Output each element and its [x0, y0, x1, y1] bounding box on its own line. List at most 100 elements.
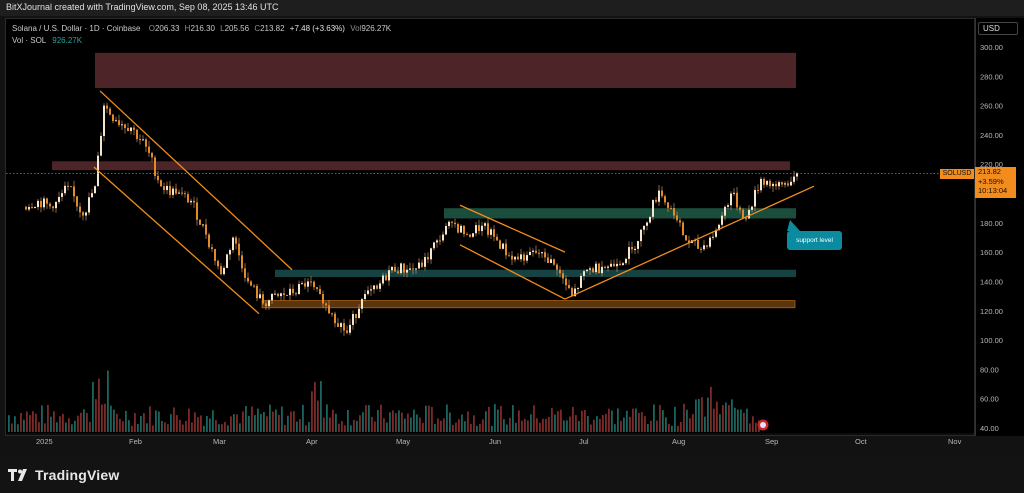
candle-body: [436, 240, 438, 243]
volume-bar: [161, 420, 163, 432]
candle-body: [514, 256, 516, 260]
volume-bar: [443, 418, 445, 432]
candle-body: [349, 324, 351, 333]
volume-bar: [467, 411, 469, 432]
volume-bar: [614, 424, 616, 432]
volume-bar: [449, 412, 451, 432]
bar-countdown: 10:13:04: [978, 186, 1008, 196]
candle-body: [673, 208, 675, 216]
currency-button[interactable]: USD: [978, 22, 1018, 35]
volume-bar: [53, 411, 55, 432]
candle-body: [550, 259, 552, 264]
candle-body: [253, 285, 255, 287]
candle-body: [607, 266, 609, 268]
volume-bar: [191, 422, 193, 432]
volume-bar: [260, 414, 262, 432]
candle-body: [631, 247, 633, 250]
candle-body: [235, 237, 237, 244]
candle-body: [214, 248, 216, 261]
candle-body: [580, 275, 582, 288]
volume-bar: [581, 410, 583, 432]
candle-body: [187, 194, 189, 203]
volume-bar: [482, 419, 484, 432]
candle-body: [469, 234, 471, 237]
candle-body: [199, 219, 201, 225]
volume-bar: [710, 386, 712, 432]
candle-body: [151, 152, 153, 158]
candle-body: [256, 285, 258, 299]
volume-bar: [755, 422, 757, 432]
candle-body: [388, 270, 390, 281]
volume-bar: [245, 406, 247, 432]
volume-bar: [644, 416, 646, 432]
candle-body: [160, 180, 162, 187]
volume-bar: [290, 411, 292, 432]
volume-bar: [188, 408, 190, 432]
volume-bar: [80, 412, 82, 432]
zone-band: [444, 208, 796, 219]
volume-value: 926.27K: [361, 24, 392, 33]
candle-body: [601, 266, 603, 274]
candle-body: [271, 293, 273, 301]
volume-bar: [707, 397, 709, 432]
candle-body: [325, 303, 327, 306]
candle-body: [196, 202, 198, 220]
candle-body: [589, 268, 591, 270]
candle-body: [343, 323, 345, 331]
candle-body: [319, 288, 321, 295]
candle-body: [553, 259, 555, 265]
zone-band: [261, 300, 796, 309]
volume-bar: [308, 421, 310, 432]
volume-bar: [557, 411, 559, 432]
candle-body: [304, 283, 306, 287]
volume-bar: [731, 399, 733, 432]
y-tick-label: 40.00: [980, 424, 999, 433]
candle-body: [217, 260, 219, 267]
candle-body: [61, 193, 63, 197]
volume-bar: [470, 423, 472, 432]
candle-body: [481, 225, 483, 232]
x-tick-label: Aug: [672, 437, 685, 446]
volume-bar: [365, 405, 367, 432]
candle-body: [748, 209, 750, 219]
volume-bar: [263, 412, 265, 432]
candle-body: [358, 308, 360, 319]
volume-bar: [491, 425, 493, 432]
candle-body: [229, 250, 231, 255]
candle-body: [157, 175, 159, 181]
candle-body: [145, 139, 147, 147]
candle-body: [25, 206, 27, 210]
candle-body: [415, 268, 417, 270]
candle-body: [127, 127, 129, 132]
volume-bar: [626, 410, 628, 432]
candle-body: [790, 181, 792, 186]
volume-bar: [59, 416, 61, 432]
candle-body: [310, 281, 312, 283]
volume-bar: [713, 408, 715, 432]
volume-bar: [224, 421, 226, 432]
candle-body: [121, 124, 123, 126]
candle-body: [784, 183, 786, 185]
candle-body: [667, 202, 669, 208]
volume-bar: [347, 409, 349, 432]
price-axis[interactable]: [975, 18, 1024, 436]
candle-body: [565, 278, 567, 286]
volume-bar: [503, 419, 505, 432]
candle-body: [655, 199, 657, 202]
candle-body: [718, 224, 720, 231]
candle-body: [244, 268, 246, 278]
high-label: H: [184, 24, 191, 33]
candle-body: [64, 185, 66, 194]
candle-body: [208, 234, 210, 248]
candle-body: [328, 305, 330, 314]
y-tick-label: 280.00: [980, 72, 1003, 81]
candle-body: [652, 199, 654, 217]
volume-bar: [44, 423, 46, 432]
volume-bar: [749, 423, 751, 432]
volume-bar: [362, 412, 364, 432]
close-label: C: [254, 24, 261, 33]
candle-body: [406, 269, 408, 273]
candle-body: [298, 284, 300, 295]
volume-bar: [332, 409, 334, 432]
candle-body: [745, 218, 747, 220]
